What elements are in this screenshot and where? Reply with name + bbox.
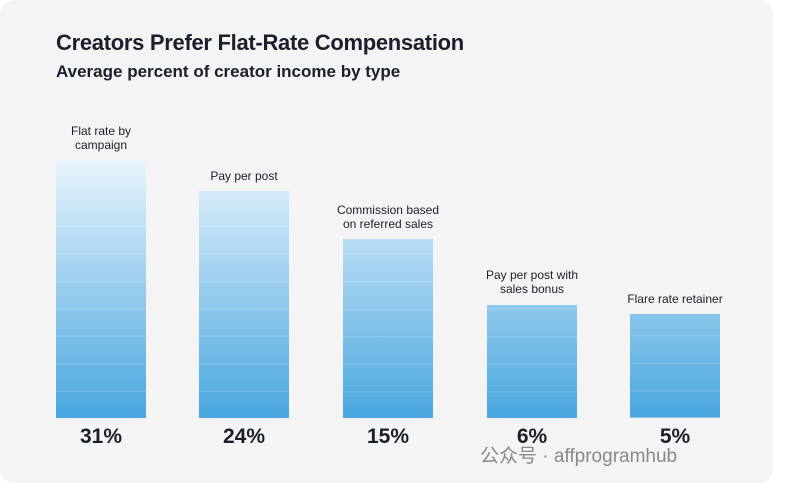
category-label: Pay per post with sales bonus <box>485 268 579 297</box>
value-label: 6% <box>516 425 548 448</box>
category-label: Flare rate retainer <box>627 292 723 307</box>
chart: Creators Prefer Flat-Rate Compensation A… <box>0 0 773 483</box>
category-label: Commission based on referred sales <box>336 202 440 231</box>
category-label: Flat rate by campaign <box>70 124 132 152</box>
bar <box>487 304 577 418</box>
bar <box>343 238 433 418</box>
value-label: 5% <box>659 425 691 448</box>
chart-title: Creators Prefer Flat-Rate Compensation <box>56 30 464 55</box>
watermark: 公众号 · affprogramhub <box>480 446 678 467</box>
bar <box>56 160 146 418</box>
category-label: Pay per post <box>210 168 278 183</box>
bar <box>630 314 720 418</box>
chart-subtitle: Average percent of creator income by typ… <box>56 62 401 81</box>
value-label: 24% <box>222 425 266 448</box>
value-label: 15% <box>366 425 410 448</box>
value-label: 31% <box>79 425 123 448</box>
bar <box>199 191 289 418</box>
